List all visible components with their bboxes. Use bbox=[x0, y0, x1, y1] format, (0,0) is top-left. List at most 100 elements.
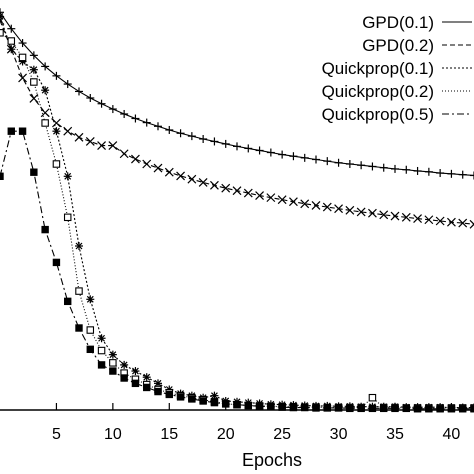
data-point-s1-8 bbox=[86, 93, 95, 102]
data-point-s1-3 bbox=[29, 51, 38, 60]
data-point-s5-14 bbox=[154, 387, 162, 396]
data-point-s3-3 bbox=[29, 65, 38, 74]
data-point-s2-2 bbox=[18, 73, 27, 83]
series-markers-1 bbox=[0, 8, 474, 180]
data-point-s2-30 bbox=[334, 204, 343, 214]
data-point-s5-3 bbox=[30, 168, 38, 176]
data-point-s4-2 bbox=[18, 53, 27, 62]
data-point-s1-40 bbox=[447, 169, 456, 178]
data-point-s1-0 bbox=[0, 8, 4, 17]
data-point-s2-21 bbox=[232, 186, 242, 196]
data-point-s1-2 bbox=[18, 39, 27, 48]
data-point-s2-42 bbox=[469, 219, 474, 229]
data-point-s1-36 bbox=[402, 165, 411, 174]
data-point-s1-29 bbox=[323, 157, 332, 166]
x-tick-label-6: 35 bbox=[386, 426, 404, 443]
data-point-s2-8 bbox=[85, 137, 95, 146]
data-point-s2-37 bbox=[413, 214, 422, 223]
data-point-s2-20 bbox=[221, 183, 231, 193]
legend-label-5: Quickprop(0.5) bbox=[322, 105, 434, 124]
data-point-s5-32 bbox=[357, 404, 365, 413]
data-point-s1-35 bbox=[391, 164, 399, 173]
x-tick-label-4: 25 bbox=[273, 426, 291, 443]
legend-label-2: GPD(0.2) bbox=[362, 36, 434, 55]
data-point-s5-10 bbox=[109, 367, 117, 375]
data-point-s3-4 bbox=[41, 86, 50, 95]
data-point-s2-28 bbox=[311, 200, 321, 210]
x-axis-title: Epochs bbox=[242, 450, 302, 470]
x-ticks: 5 10 15 20 25 30 35 40 bbox=[52, 403, 460, 443]
data-point-s2-12 bbox=[131, 154, 140, 164]
data-point-s4-4 bbox=[41, 119, 49, 127]
data-point-s2-32 bbox=[356, 207, 366, 217]
series-line-5 bbox=[0, 130, 474, 410]
data-point-s5-17 bbox=[188, 395, 196, 403]
data-point-s1-15 bbox=[165, 125, 174, 134]
data-point-s5-27 bbox=[301, 403, 309, 412]
data-point-s2-36 bbox=[401, 212, 411, 222]
data-point-s1-22 bbox=[244, 144, 253, 153]
data-point-s4-10 bbox=[109, 359, 117, 367]
data-point-s5-33 bbox=[368, 404, 377, 413]
data-point-s1-20 bbox=[221, 139, 230, 148]
data-point-s1-5 bbox=[52, 71, 61, 80]
data-point-s1-23 bbox=[255, 146, 264, 155]
data-point-s5-18 bbox=[199, 397, 207, 405]
data-point-s5-6 bbox=[64, 297, 72, 306]
data-point-s4-33 bbox=[368, 393, 377, 402]
data-point-s1-27 bbox=[300, 153, 309, 162]
data-point-s5-24 bbox=[267, 403, 275, 411]
data-point-s1-42 bbox=[470, 171, 474, 180]
data-point-s2-34 bbox=[379, 210, 389, 220]
data-point-s1-21 bbox=[233, 142, 241, 151]
data-point-s2-0 bbox=[0, 16, 5, 25]
data-point-s5-16 bbox=[176, 393, 185, 401]
data-point-s5-11 bbox=[120, 374, 128, 382]
legend-label-1: GPD(0.1) bbox=[362, 13, 434, 32]
data-point-s2-13 bbox=[142, 159, 152, 169]
data-point-s5-0 bbox=[0, 172, 4, 181]
data-point-s2-27 bbox=[300, 199, 310, 209]
data-point-s1-31 bbox=[345, 160, 354, 168]
data-point-s4-0 bbox=[0, 29, 4, 37]
data-point-s2-19 bbox=[210, 180, 219, 190]
data-point-s1-25 bbox=[278, 150, 287, 159]
data-point-s5-34 bbox=[380, 404, 388, 413]
data-point-s1-24 bbox=[266, 148, 275, 157]
x-tick-label-0: 5 bbox=[52, 426, 61, 443]
data-point-s4-8 bbox=[86, 326, 95, 334]
data-point-s1-4 bbox=[41, 62, 50, 71]
data-point-s2-24 bbox=[266, 193, 276, 203]
data-point-s2-9 bbox=[97, 141, 106, 150]
data-point-s5-2 bbox=[18, 127, 27, 135]
x-tick-label-7: 40 bbox=[443, 426, 461, 443]
data-point-s1-33 bbox=[368, 162, 377, 171]
data-point-s2-3 bbox=[29, 93, 39, 103]
data-point-s4-5 bbox=[52, 160, 61, 168]
data-point-s3-6 bbox=[63, 172, 72, 181]
data-point-s2-11 bbox=[119, 149, 129, 159]
data-point-s5-1 bbox=[7, 127, 15, 135]
data-point-s4-6 bbox=[63, 213, 72, 222]
data-point-s2-39 bbox=[435, 216, 445, 226]
data-point-s5-9 bbox=[97, 361, 106, 369]
data-point-s5-29 bbox=[323, 404, 331, 412]
data-point-s1-19 bbox=[210, 137, 219, 146]
data-point-s3-11 bbox=[120, 360, 129, 369]
legend: GPD(0.1) GPD(0.2) Quickprop(0.1) Quickprop(… bbox=[322, 13, 472, 124]
data-point-s1-13 bbox=[142, 118, 151, 127]
x-tick-label-5: 30 bbox=[330, 426, 348, 443]
data-point-s2-40 bbox=[447, 217, 456, 227]
data-point-s1-7 bbox=[75, 87, 83, 96]
data-point-s5-26 bbox=[289, 403, 298, 412]
data-point-s2-29 bbox=[322, 202, 332, 212]
data-point-s2-33 bbox=[368, 208, 377, 218]
data-point-s1-38 bbox=[424, 167, 433, 176]
x-tick-label-1: 10 bbox=[104, 426, 122, 443]
data-point-s1-17 bbox=[187, 132, 196, 141]
data-point-s5-5 bbox=[52, 258, 61, 267]
data-point-s1-41 bbox=[458, 170, 467, 179]
data-point-s1-10 bbox=[108, 105, 117, 114]
data-point-s1-6 bbox=[63, 80, 72, 89]
